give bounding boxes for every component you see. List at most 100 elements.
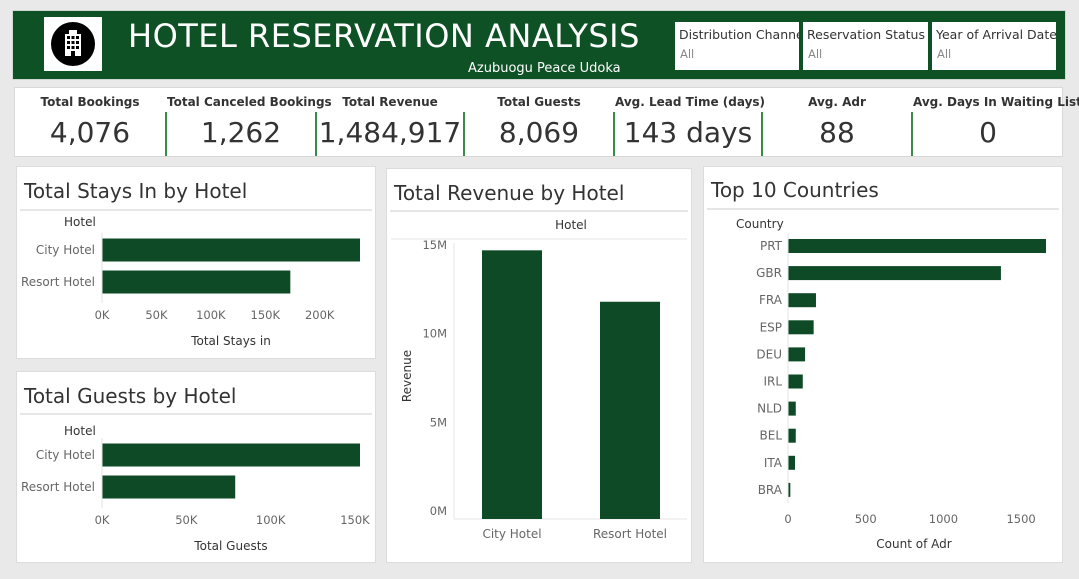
filter-year-of-arrival[interactable]: Year of Arrival Date.. All	[932, 22, 1056, 70]
filter-value[interactable]: All	[937, 47, 952, 61]
tick-label: 50K	[145, 308, 168, 322]
filter-distribution-channel[interactable]: Distribution Channel All	[675, 22, 799, 70]
kpi-label: Avg. Lead Time (days)	[615, 95, 766, 109]
category-label: DEU	[756, 347, 782, 361]
filter-label: Distribution Channel	[679, 27, 799, 42]
category-label: FRA	[759, 293, 783, 307]
bar	[788, 320, 814, 335]
chart-title: Total Stays In by Hotel	[24, 179, 248, 203]
filter-reservation-status[interactable]: Reservation Status All	[803, 22, 928, 70]
axis-title: Revenue	[400, 350, 414, 402]
title-divider	[390, 210, 688, 212]
chart-top-10-countries: Country PRT GBR FRA ESP DEU IRL NLD BEL ITA BRA 0 50…	[736, 217, 1046, 551]
filter-label: Reservation Status	[807, 27, 925, 42]
kpi-row: Total Bookings 4,076 Total Canceled Book…	[14, 87, 1079, 157]
bar	[102, 475, 236, 499]
chart-total-revenue-by-hotel: Hotel 0M 5M 10M 15M Revenue City Hotel Resort H…	[391, 218, 687, 541]
tick-label: 15M	[422, 238, 447, 252]
kpi-value: 1,262	[200, 116, 282, 149]
tick-label: 50K	[175, 513, 198, 527]
chart-title: Top 10 Countries	[711, 178, 879, 202]
bar	[788, 401, 796, 416]
tick-label: 1500	[1006, 512, 1035, 526]
category-label: Resort Hotel	[21, 275, 95, 289]
kpi-label: Total Bookings	[40, 95, 140, 109]
category-label: NLD	[757, 402, 782, 416]
bar	[600, 301, 660, 519]
chart-total-stays-in-by-hotel: Hotel City Hotel Resort Hotel 0K 50K 100K 150K…	[21, 215, 360, 348]
page-title: HOTEL RESERVATION ANALYSIS	[128, 17, 640, 55]
kpi-total-canceled-bookings: Total Canceled Bookings 1,262	[167, 88, 332, 156]
filter-label: Year of Arrival Date..	[936, 27, 1056, 42]
category-label: BEL	[760, 429, 783, 443]
category-label: ESP	[760, 320, 782, 334]
tick-label: 100K	[256, 513, 286, 527]
tick-label: 0M	[430, 504, 447, 518]
tick-label: 150K	[340, 513, 370, 527]
bar	[788, 293, 816, 308]
bar	[788, 428, 796, 443]
kpi-label: Avg. Days In Waiting List	[913, 95, 1079, 109]
kpi-value: 0	[979, 116, 997, 149]
kpi-label: Total Guests	[497, 95, 581, 109]
bar	[482, 250, 542, 519]
logo	[44, 17, 102, 71]
category-label: GBR	[756, 266, 782, 280]
filter-value[interactable]: All	[808, 47, 823, 61]
panel-total-stays-in-by-hotel: Total Stays In by Hotel Hotel City Hotel R…	[16, 166, 376, 359]
title-divider	[20, 209, 372, 211]
kpi-divider	[613, 112, 615, 156]
kpi-value: 88	[819, 116, 855, 149]
category-label: ITA	[764, 456, 783, 470]
bar	[788, 266, 1001, 281]
tick-label: 500	[855, 512, 877, 526]
category-label: Resort Hotel	[21, 480, 95, 494]
kpi-avg-lead-time: Avg. Lead Time (days) 143 days	[615, 88, 766, 156]
kpi-divider	[165, 112, 167, 156]
category-header: Hotel	[64, 424, 96, 438]
bar	[102, 443, 360, 467]
kpi-divider	[463, 112, 465, 156]
tick-label: 0	[784, 512, 791, 526]
kpi-value: 4,076	[49, 116, 131, 149]
kpi-label: Total Revenue	[342, 95, 438, 109]
category-label: Resort Hotel	[593, 527, 667, 541]
kpi-divider	[911, 112, 913, 156]
category-label: City Hotel	[36, 243, 95, 257]
category-header: Country	[736, 217, 784, 231]
panel-total-guests-by-hotel: Total Guests by Hotel Hotel City Hotel Res…	[16, 371, 376, 563]
tick-label: 150K	[251, 308, 281, 322]
kpi-value: 8,069	[498, 116, 580, 149]
bar	[788, 455, 795, 470]
axis-title: Count of Adr	[876, 537, 951, 551]
kpi-total-revenue: Total Revenue 1,484,917	[317, 88, 463, 156]
kpi-avg-days-waiting-list: Avg. Days In Waiting List 0	[913, 88, 1079, 156]
bar	[788, 374, 803, 389]
category-header: Hotel	[64, 215, 96, 229]
kpi-value: 1,484,917	[318, 116, 462, 149]
tick-label: 100K	[196, 308, 226, 322]
kpi-divider	[761, 112, 763, 156]
kpi-total-guests: Total Guests 8,069	[465, 88, 613, 156]
panel-top-10-countries: Top 10 Countries Country PRT GBR FRA ESP DEU I…	[703, 166, 1063, 563]
kpi-label: Total Canceled Bookings	[167, 95, 332, 109]
category-label: City Hotel	[482, 527, 541, 541]
category-label: PRT	[760, 239, 783, 253]
category-header: Hotel	[555, 218, 587, 232]
tick-label: 1000	[929, 512, 958, 526]
kpi-value: 143 days	[623, 116, 753, 149]
title-divider	[707, 208, 1059, 210]
panel-total-revenue-by-hotel: Total Revenue by Hotel Hotel 0M 5M 10M 15M Re…	[386, 168, 692, 563]
bar	[788, 239, 1046, 253]
category-label: IRL	[763, 375, 782, 389]
kpi-divider	[315, 112, 317, 156]
category-label: City Hotel	[36, 448, 95, 462]
tick-label: 200K	[305, 308, 335, 322]
filter-value[interactable]: All	[680, 47, 695, 61]
bar	[788, 482, 791, 497]
bar	[102, 238, 360, 262]
kpi-avg-adr: Avg. Adr 88	[763, 88, 911, 156]
chart-title: Total Guests by Hotel	[24, 384, 237, 408]
author-name: Azubuogu Peace Udoka	[468, 61, 621, 76]
tick-label: 5M	[430, 415, 447, 429]
